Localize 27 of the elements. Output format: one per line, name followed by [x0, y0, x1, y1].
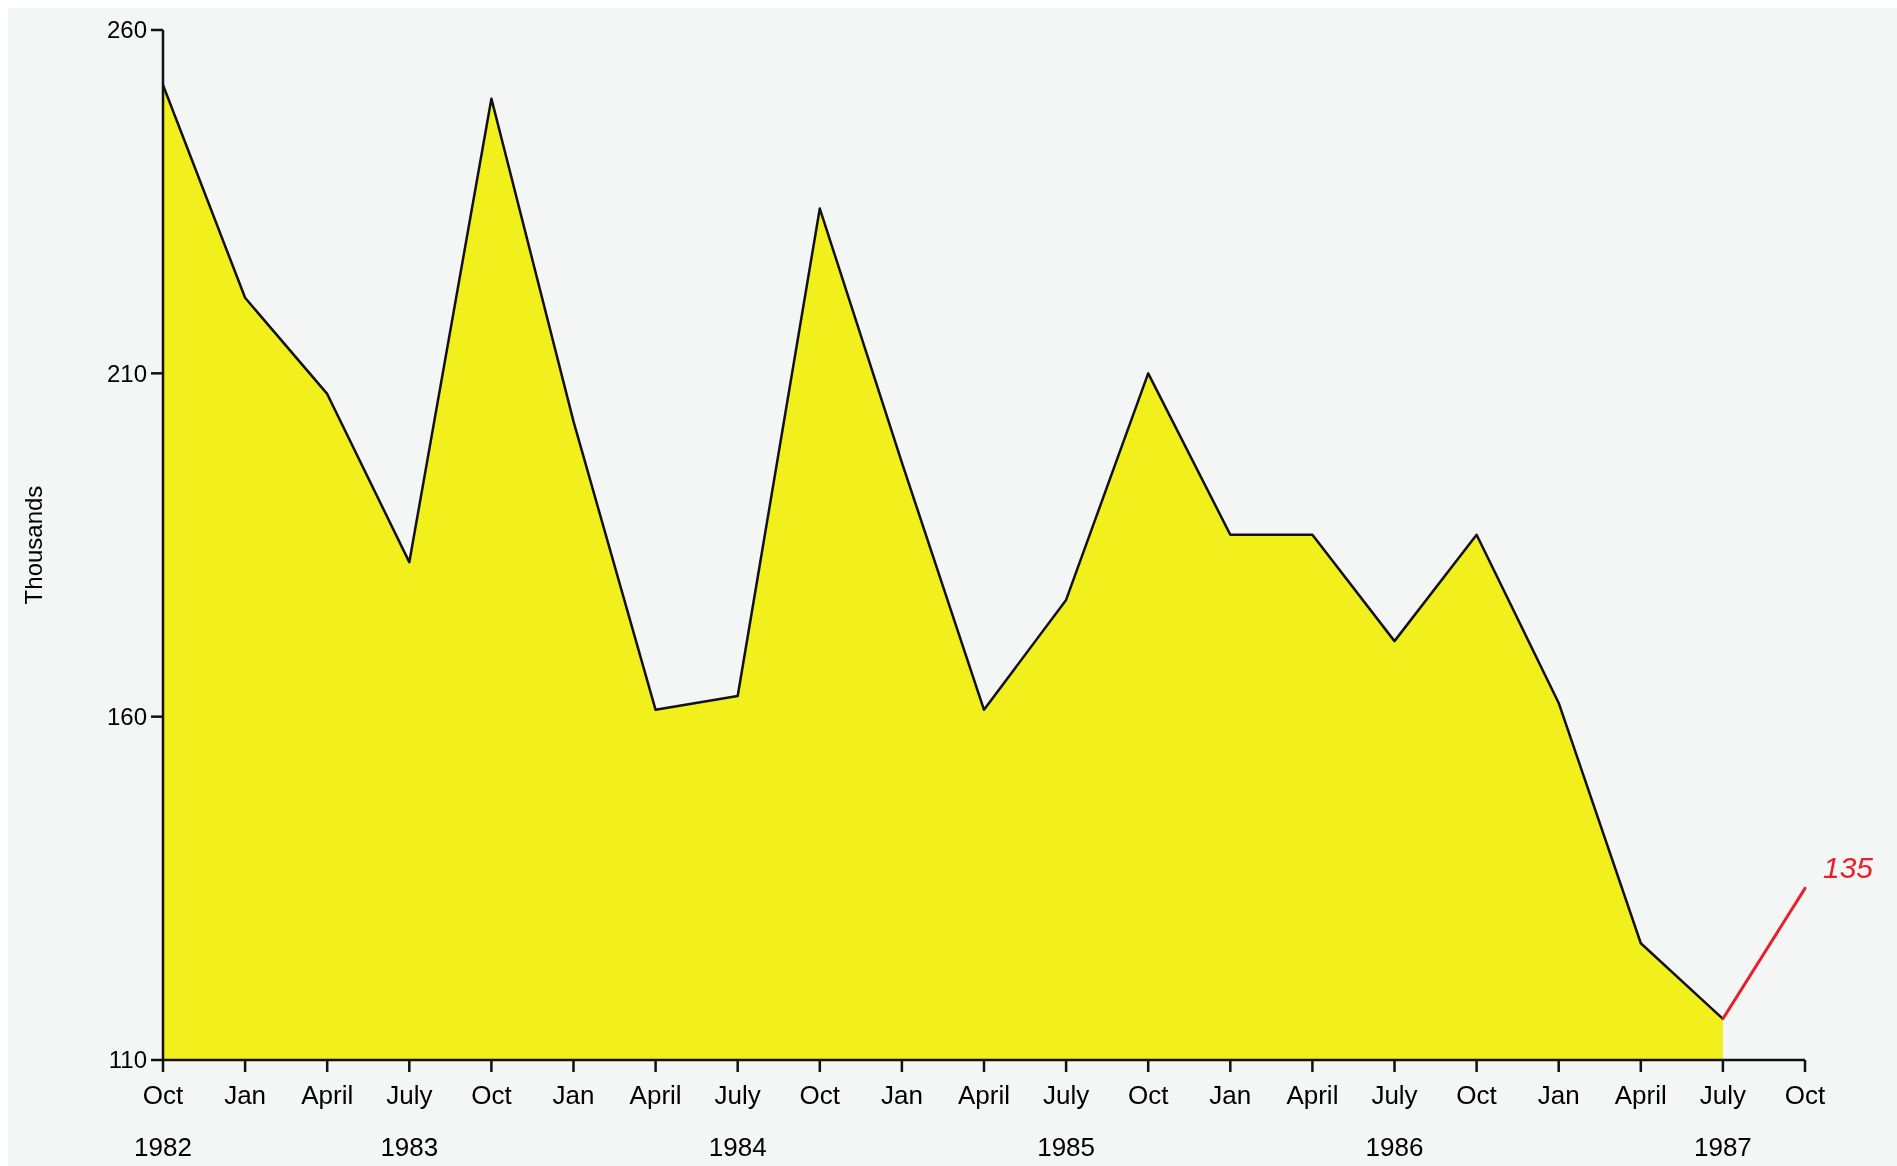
x-tick-label: April: [301, 1080, 354, 1110]
y-axis-title: Thousands: [20, 485, 47, 605]
x-tick-label: Oct: [799, 1080, 841, 1110]
x-tick-label: July 1985: [1037, 1080, 1096, 1162]
x-tick-label: Jan: [552, 1080, 595, 1110]
x-tick-label: July 1984: [708, 1080, 767, 1162]
x-tick-label: July 1986: [1365, 1080, 1424, 1162]
x-tick-label: Oct 1982: [134, 1080, 192, 1162]
x-tick-label: July 1987: [1693, 1080, 1752, 1162]
x-tick-label: Jan: [1209, 1080, 1252, 1110]
x-tick-label: Oct: [1784, 1080, 1826, 1110]
x-tick-label: April: [957, 1080, 1011, 1110]
x-tick-label: Jan: [224, 1080, 267, 1110]
x-tick-label: April: [1286, 1080, 1339, 1110]
x-tick-label: Jan: [880, 1080, 923, 1110]
text: 135: [1823, 851, 1874, 885]
x-tick-label: Jan: [1537, 1080, 1580, 1110]
x-tick-label: Oct: [1127, 1080, 1170, 1110]
x-tick-label: July 1983: [380, 1080, 439, 1162]
y-tick-label: 160: [106, 703, 147, 731]
x-tick-label: Oct: [1456, 1080, 1498, 1110]
x-tick-label: Oct: [471, 1080, 513, 1110]
y-tick-label: 110: [108, 1046, 147, 1074]
x-tick-label: April: [1614, 1080, 1667, 1110]
x-tick-label: April: [629, 1080, 682, 1110]
y-tick-label: 260: [106, 16, 147, 44]
y-tick-label: 210: [106, 359, 147, 387]
